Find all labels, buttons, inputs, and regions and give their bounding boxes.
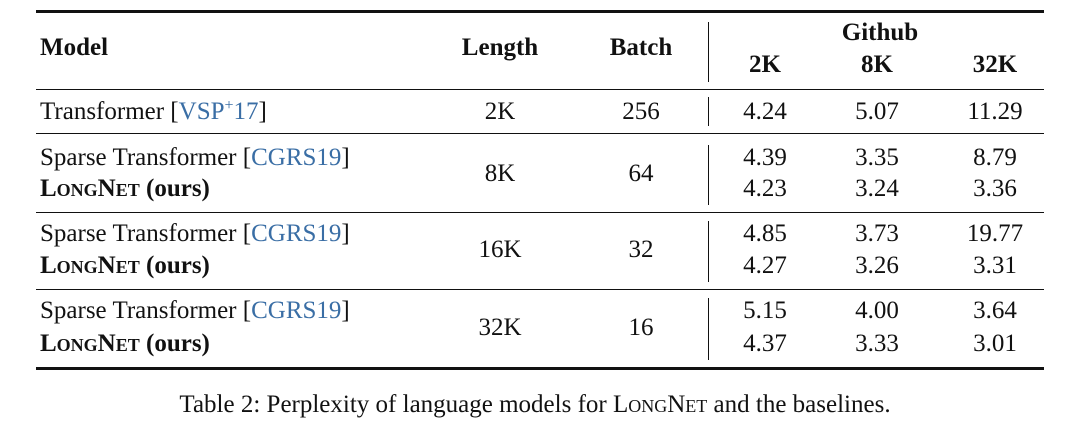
header-cell: Github [841,19,919,46]
rule [708,298,710,360]
text-segment: Sparse Transformer [ [40,297,252,324]
cell: 16 [628,313,654,341]
text-segment: LongNet [40,252,140,279]
cell: 32K [478,313,522,341]
cell: 3.73 [855,220,899,247]
text-segment: ] [341,220,350,247]
cell: 2K [484,97,516,125]
text-segment: ] [341,297,350,324]
cell: 256 [622,97,660,125]
text-segment[interactable]: + [224,96,234,114]
text-segment: LongNet [40,330,140,357]
header-cell: Length [461,34,539,61]
cell: 3.64 [973,297,1017,324]
rule [708,22,710,82]
cell: 3.01 [973,330,1017,357]
rule [36,289,1044,291]
header-cell: Batch [609,34,673,61]
cell: 3.33 [855,330,899,357]
text-segment: (ours) [139,175,210,202]
model-name: Sparse Transformer [CGRS19] [40,296,350,326]
model-name: LongNet (ours) [40,174,210,204]
header-cell: 2K [749,51,781,78]
cell: 3.26 [855,252,899,279]
model-name: Sparse Transformer [CGRS19] [40,219,350,249]
text-segment: ] [258,97,267,125]
header-cell: 8K [861,51,893,78]
rule [36,367,1044,370]
text-segment[interactable]: CGRS19 [251,220,342,247]
rule [708,97,710,126]
cell: 4.37 [743,330,787,357]
rule [36,10,1044,13]
rule [708,145,710,205]
text-segment: LongNet [612,391,708,418]
rule [36,212,1044,214]
text-segment[interactable]: CGRS19 [251,144,342,171]
cell: 4.23 [743,175,787,202]
rule [36,133,1044,135]
caption: Table 2: Perplexity of language models f… [179,390,890,420]
cell: 3.31 [973,252,1017,279]
header-cell: Model [40,34,109,61]
text-segment: (ours) [139,252,210,279]
rule [36,89,1044,91]
text-segment[interactable]: CGRS19 [251,297,342,324]
text-segment: (ours) [139,330,210,357]
cell: 3.35 [855,144,899,171]
cell: 3.24 [855,175,899,202]
text-segment[interactable]: 17 [233,97,259,125]
header-cell: 32K [972,51,1018,78]
text-segment: Transformer [ [40,97,179,125]
model-name: Sparse Transformer [CGRS19] [40,143,350,173]
text-segment: LongNet [40,175,140,202]
cell: 64 [628,159,654,187]
cell: 4.24 [743,97,787,125]
model-name: Transformer [VSP+17] [40,97,267,127]
cell: 32 [628,236,654,263]
cell: 4.27 [743,252,787,279]
cell: 4.00 [855,297,899,324]
cell: 16K [478,236,522,263]
text-segment: ] [341,144,350,171]
cell: 5.15 [743,297,787,324]
text-segment: and the baselines. [707,391,891,418]
rule [708,221,710,282]
text-segment: Sparse Transformer [ [40,220,252,247]
cell: 3.36 [973,175,1017,202]
cell: 19.77 [966,220,1024,247]
cell: 4.85 [743,220,787,247]
cell: 8.79 [973,144,1017,171]
cell: 5.07 [855,97,899,125]
model-name: LongNet (ours) [40,329,210,359]
model-name: LongNet (ours) [40,251,210,281]
cell: 8K [484,159,516,187]
text-segment: Table 2: Perplexity of language models f… [179,391,613,418]
cell: 11.29 [967,97,1023,125]
text-segment: Sparse Transformer [ [40,144,252,171]
text-segment[interactable]: VSP [178,97,225,125]
cell: 4.39 [743,144,787,171]
